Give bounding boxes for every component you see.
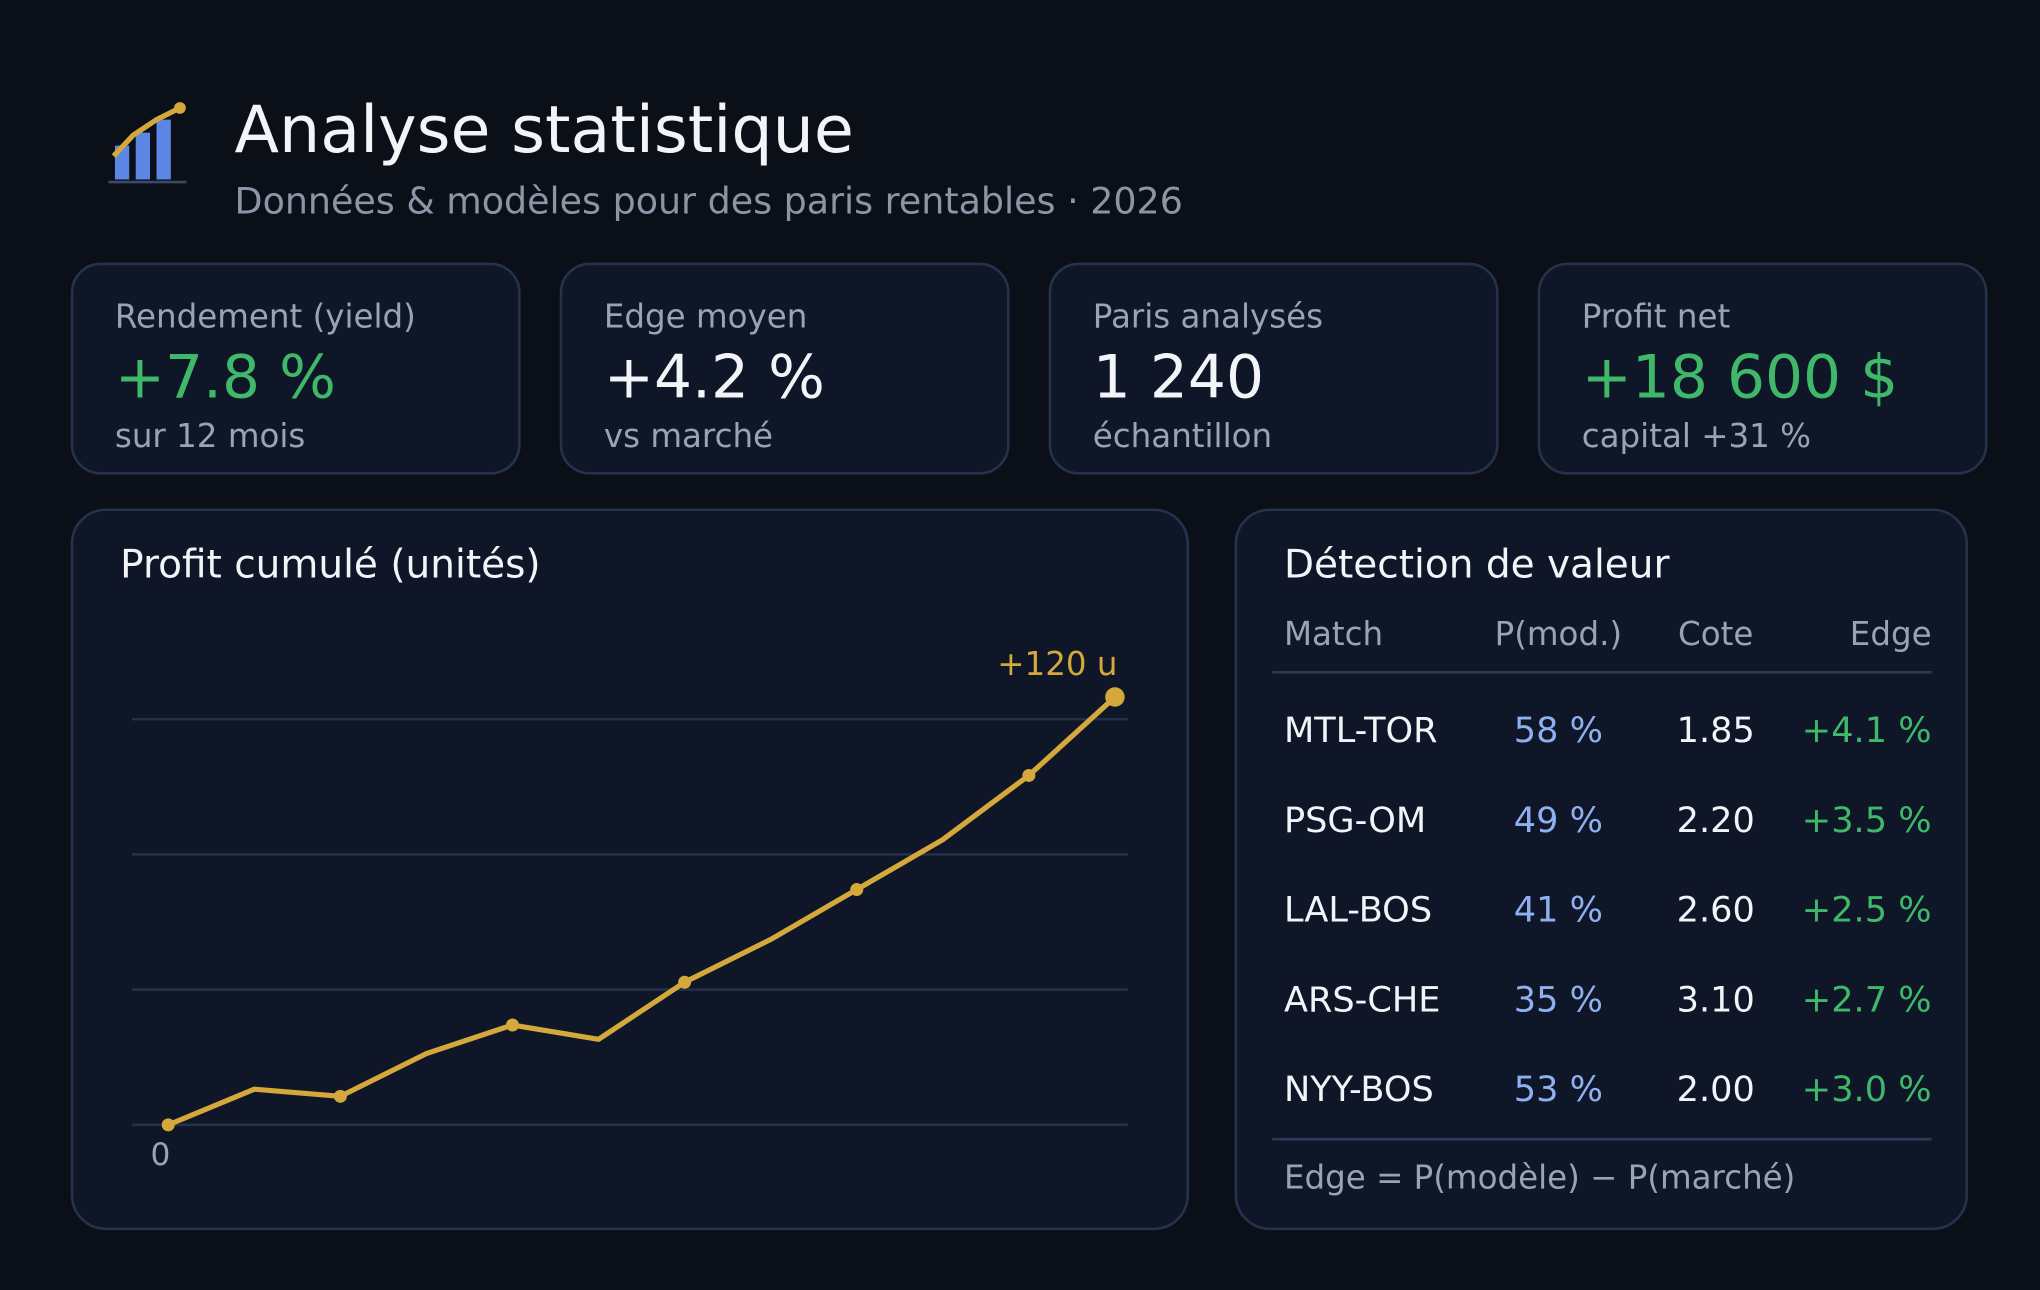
- kpi-card: [70, 262, 521, 475]
- table-cell: +2.5 %: [1802, 890, 1932, 931]
- table-cell: MTL-TOR: [1284, 710, 1438, 751]
- column-header: Cote: [1678, 615, 1753, 653]
- line-chart: 0 +120 u: [131, 645, 1128, 1173]
- kpi-sub: vs marché: [604, 417, 773, 455]
- point-marker: [161, 1118, 175, 1132]
- column-header: Edge: [1850, 615, 1932, 653]
- kpi-value: +18 600 $: [1582, 343, 1898, 413]
- table-cell: 1.85: [1677, 710, 1755, 751]
- kpi-card: [1048, 262, 1499, 475]
- table-cell: +2.7 %: [1802, 979, 1932, 1020]
- table-cell: 35 %: [1514, 979, 1603, 1020]
- table-cell: +4.1 %: [1802, 710, 1932, 751]
- page-title: Analyse statistique: [235, 93, 854, 168]
- point-marker: [1105, 687, 1125, 707]
- table-cell: NYY-BOS: [1284, 1069, 1434, 1110]
- table-cell: 2.20: [1677, 800, 1755, 841]
- point-marker: [678, 975, 692, 989]
- kpi-card: [559, 262, 1010, 475]
- table-cell: 2.60: [1677, 890, 1755, 931]
- page-subtitle: Données & modèles pour des paris rentabl…: [235, 179, 1183, 222]
- table-note: Edge = P(modèle) − P(marché): [1284, 1158, 1795, 1196]
- kpi-label: Paris analysés: [1093, 298, 1323, 336]
- table-cell: ARS-CHE: [1284, 979, 1440, 1020]
- table-cell: +3.5 %: [1802, 800, 1932, 841]
- value-table: Match P(mod.) Cote Edge MTL-TOR 58 % 1.85 +4.1 …: [1284, 615, 1932, 1110]
- line-series: [167, 695, 1117, 1128]
- kpi-value: +7.8 %: [115, 343, 336, 413]
- chart-panel: [70, 508, 1190, 1231]
- table-cell: 41 %: [1514, 890, 1603, 931]
- table-cell: +3.0 %: [1802, 1069, 1932, 1110]
- logo-icon: [108, 102, 187, 184]
- kpi-card: [1537, 262, 1988, 475]
- table-cell: LAL-BOS: [1284, 890, 1432, 931]
- column-header: P(mod.): [1495, 615, 1622, 653]
- table-title: Détection de valeur: [1284, 542, 1671, 587]
- kpi-sub: sur 12 mois: [115, 417, 305, 455]
- table-cell: 58 %: [1514, 710, 1603, 751]
- table-cell: 49 %: [1514, 800, 1603, 841]
- kpi-value: +4.2 %: [604, 343, 825, 413]
- table-cell: PSG-OM: [1284, 800, 1426, 841]
- table-cell: 2.00: [1677, 1069, 1755, 1110]
- table-panel: [1234, 508, 1968, 1231]
- table-cell: 53 %: [1514, 1069, 1603, 1110]
- kpi-label: Edge moyen: [604, 298, 808, 336]
- kpi-label: Rendement (yield): [115, 298, 416, 336]
- kpi-sub: capital +31 %: [1582, 417, 1811, 455]
- chart-title: Profit cumulé (unités): [120, 542, 541, 587]
- point-marker: [505, 1018, 519, 1032]
- kpi-sub: échantillon: [1093, 417, 1272, 455]
- table-cell: 3.10: [1677, 979, 1755, 1020]
- end-annotation: +120 u: [997, 645, 1117, 683]
- y-tick-label: 0: [151, 1137, 171, 1173]
- point-marker: [850, 883, 864, 897]
- kpi-row: Rendement (yield) +7.8 % sur 12 mois Edge m…: [70, 262, 1988, 475]
- grid: [131, 717, 1128, 991]
- kpi-value: 1 240: [1093, 343, 1264, 413]
- kpi-label: Profit net: [1582, 298, 1730, 336]
- point-marker: [1022, 768, 1036, 782]
- point-marker: [333, 1089, 347, 1103]
- column-header: Match: [1284, 615, 1383, 653]
